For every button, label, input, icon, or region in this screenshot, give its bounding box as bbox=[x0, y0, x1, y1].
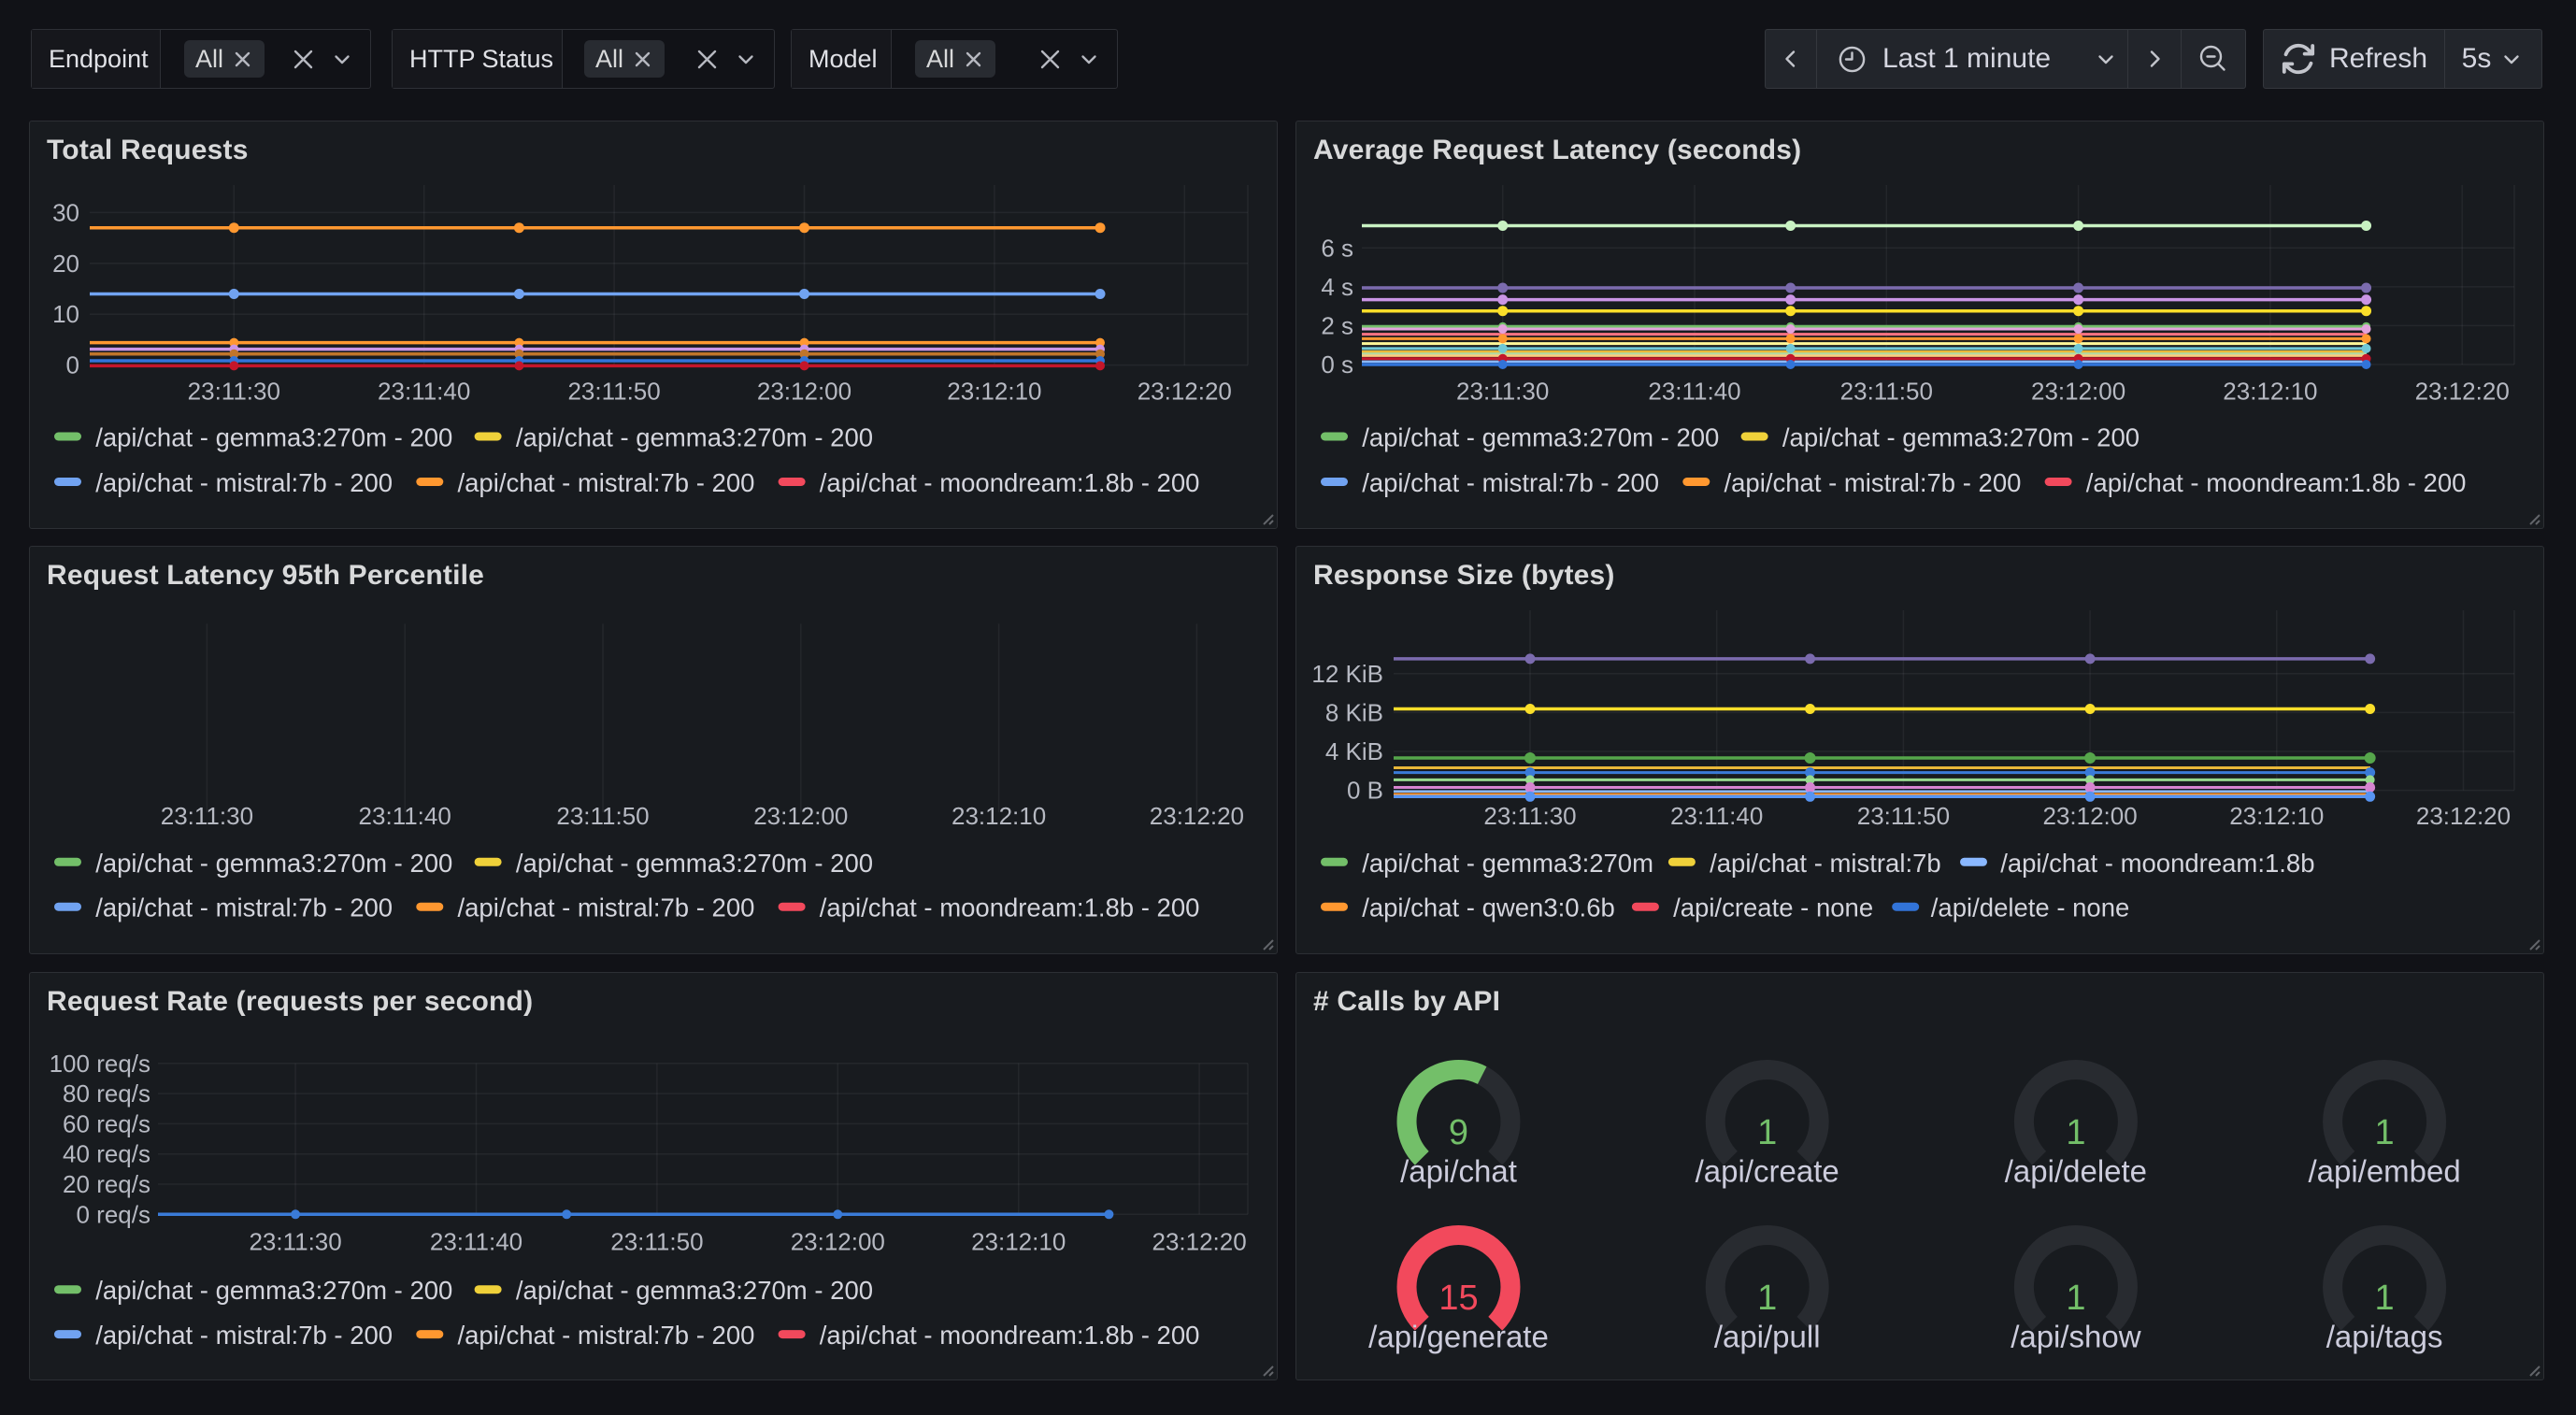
svg-text:23:11:50: 23:11:50 bbox=[567, 378, 660, 406]
svg-text:80 req/s: 80 req/s bbox=[63, 1079, 150, 1108]
svg-text:23:12:20: 23:12:20 bbox=[1138, 378, 1232, 406]
svg-text:1: 1 bbox=[2066, 1279, 2085, 1318]
svg-text:/api/chat - gemma3:270m - 200: /api/chat - gemma3:270m - 200 bbox=[95, 423, 452, 452]
svg-text:1: 1 bbox=[2375, 1279, 2395, 1318]
svg-text:23:11:40: 23:11:40 bbox=[430, 1228, 522, 1256]
svg-text:23:11:50: 23:11:50 bbox=[1857, 802, 1950, 830]
svg-text:/api/chat - gemma3:270m - 200: /api/chat - gemma3:270m - 200 bbox=[1362, 423, 1719, 452]
svg-text:/api/chat - gemma3:270m - 200: /api/chat - gemma3:270m - 200 bbox=[95, 1276, 452, 1305]
svg-text:23:12:00: 23:12:00 bbox=[757, 378, 852, 406]
svg-text:1: 1 bbox=[2066, 1113, 2085, 1152]
svg-text:23:12:00: 23:12:00 bbox=[753, 802, 848, 830]
svg-text:/api/chat - gemma3:270m - 200: /api/chat - gemma3:270m - 200 bbox=[516, 1276, 873, 1305]
svg-text:6 s: 6 s bbox=[1321, 234, 1353, 262]
svg-text:/api/chat - mistral:7b - 200: /api/chat - mistral:7b - 200 bbox=[458, 893, 755, 922]
svg-text:/api/chat - gemma3:270m - 200: /api/chat - gemma3:270m - 200 bbox=[516, 423, 873, 452]
svg-text:1: 1 bbox=[1757, 1279, 1777, 1318]
svg-text:1: 1 bbox=[1757, 1113, 1777, 1152]
svg-text:23:11:30: 23:11:30 bbox=[1483, 802, 1576, 830]
svg-text:/api/chat - moondream:1.8b - 2: /api/chat - moondream:1.8b - 200 bbox=[820, 893, 1200, 922]
svg-text:23:11:40: 23:11:40 bbox=[1648, 378, 1740, 406]
svg-text:8 KiB: 8 KiB bbox=[1325, 698, 1383, 726]
svg-text:15: 15 bbox=[1438, 1279, 1478, 1318]
svg-text:23:12:10: 23:12:10 bbox=[2223, 378, 2317, 406]
svg-text:/api/create: /api/create bbox=[1696, 1154, 1839, 1189]
svg-text:/api/chat - mistral:7b - 200: /api/chat - mistral:7b - 200 bbox=[1362, 468, 1659, 497]
svg-text:/api/chat - moondream:1.8b - 2: /api/chat - moondream:1.8b - 200 bbox=[820, 468, 1200, 497]
svg-text:23:12:10: 23:12:10 bbox=[2229, 802, 2324, 830]
svg-text:23:12:20: 23:12:20 bbox=[2416, 802, 2511, 830]
svg-text:20 req/s: 20 req/s bbox=[63, 1170, 150, 1198]
svg-text:23:12:10: 23:12:10 bbox=[947, 378, 1041, 406]
svg-text:/api/embed: /api/embed bbox=[2308, 1154, 2460, 1189]
svg-text:/api/chat - mistral:7b - 200: /api/chat - mistral:7b - 200 bbox=[95, 1321, 393, 1350]
svg-text:/api/chat - mistral:7b: /api/chat - mistral:7b bbox=[1710, 849, 1941, 878]
svg-text:23:11:50: 23:11:50 bbox=[610, 1228, 703, 1256]
svg-text:23:12:10: 23:12:10 bbox=[952, 802, 1046, 830]
svg-text:0 req/s: 0 req/s bbox=[77, 1200, 151, 1228]
svg-text:/api/chat - mistral:7b - 200: /api/chat - mistral:7b - 200 bbox=[1724, 468, 2022, 497]
svg-text:23:12:00: 23:12:00 bbox=[2042, 802, 2137, 830]
svg-text:23:12:10: 23:12:10 bbox=[971, 1228, 1066, 1256]
svg-text:23:11:40: 23:11:40 bbox=[378, 378, 470, 406]
svg-text:/api/delete: /api/delete bbox=[2005, 1154, 2147, 1189]
svg-text:/api/chat - mistral:7b - 200: /api/chat - mistral:7b - 200 bbox=[95, 468, 393, 497]
svg-text:/api/tags: /api/tags bbox=[2326, 1320, 2443, 1354]
svg-text:12 KiB: 12 KiB bbox=[1311, 660, 1383, 688]
svg-text:20: 20 bbox=[52, 250, 79, 278]
svg-text:/api/chat - qwen3:0.6b: /api/chat - qwen3:0.6b bbox=[1362, 893, 1615, 922]
svg-text:23:11:30: 23:11:30 bbox=[1456, 378, 1549, 406]
svg-text:23:11:40: 23:11:40 bbox=[359, 802, 451, 830]
svg-text:23:11:50: 23:11:50 bbox=[1840, 378, 1933, 406]
svg-text:4 s: 4 s bbox=[1321, 273, 1353, 301]
svg-text:/api/chat - gemma3:270m - 200: /api/chat - gemma3:270m - 200 bbox=[1782, 423, 2140, 452]
svg-text:23:11:50: 23:11:50 bbox=[556, 802, 649, 830]
svg-text:0: 0 bbox=[66, 351, 79, 379]
svg-text:/api/show: /api/show bbox=[2011, 1320, 2141, 1354]
svg-text:23:12:00: 23:12:00 bbox=[2031, 378, 2125, 406]
svg-text:/api/chat - mistral:7b - 200: /api/chat - mistral:7b - 200 bbox=[458, 468, 755, 497]
svg-text:/api/chat - mistral:7b - 200: /api/chat - mistral:7b - 200 bbox=[458, 1321, 755, 1350]
svg-text:23:12:20: 23:12:20 bbox=[1150, 802, 1244, 830]
svg-text:30: 30 bbox=[52, 198, 79, 226]
svg-text:10: 10 bbox=[52, 300, 79, 328]
svg-text:23:12:20: 23:12:20 bbox=[1152, 1228, 1246, 1256]
svg-text:40 req/s: 40 req/s bbox=[63, 1140, 150, 1168]
svg-text:/api/chat - moondream:1.8b: /api/chat - moondream:1.8b bbox=[2000, 849, 2314, 878]
svg-text:100 req/s: 100 req/s bbox=[50, 1050, 150, 1078]
svg-text:23:12:20: 23:12:20 bbox=[2415, 378, 2510, 406]
svg-text:/api/pull: /api/pull bbox=[1714, 1320, 1821, 1354]
svg-text:23:12:00: 23:12:00 bbox=[791, 1228, 885, 1256]
svg-text:23:11:30: 23:11:30 bbox=[161, 802, 253, 830]
svg-text:23:11:40: 23:11:40 bbox=[1670, 802, 1763, 830]
svg-text:1: 1 bbox=[2375, 1113, 2395, 1152]
svg-text:9: 9 bbox=[1449, 1113, 1468, 1152]
svg-text:0 s: 0 s bbox=[1321, 350, 1353, 379]
svg-text:/api/generate: /api/generate bbox=[1368, 1320, 1549, 1354]
svg-text:0 B: 0 B bbox=[1347, 777, 1383, 805]
svg-text:/api/chat - gemma3:270m - 200: /api/chat - gemma3:270m - 200 bbox=[516, 849, 873, 878]
svg-text:/api/chat - moondream:1.8b - 2: /api/chat - moondream:1.8b - 200 bbox=[820, 1321, 1200, 1350]
svg-text:/api/delete - none: /api/delete - none bbox=[1931, 893, 2130, 922]
svg-text:60 req/s: 60 req/s bbox=[63, 1109, 150, 1137]
svg-text:/api/chat - gemma3:270m: /api/chat - gemma3:270m bbox=[1362, 849, 1653, 878]
svg-text:/api/create - none: /api/create - none bbox=[1673, 893, 1873, 922]
svg-text:23:11:30: 23:11:30 bbox=[188, 378, 280, 406]
svg-text:/api/chat: /api/chat bbox=[1400, 1154, 1517, 1189]
svg-text:/api/chat - mistral:7b - 200: /api/chat - mistral:7b - 200 bbox=[95, 893, 393, 922]
svg-text:23:11:30: 23:11:30 bbox=[249, 1228, 341, 1256]
svg-text:4 KiB: 4 KiB bbox=[1325, 737, 1383, 765]
svg-text:/api/chat - moondream:1.8b - 2: /api/chat - moondream:1.8b - 200 bbox=[2086, 468, 2467, 497]
svg-text:2 s: 2 s bbox=[1321, 311, 1353, 339]
svg-text:/api/chat - gemma3:270m - 200: /api/chat - gemma3:270m - 200 bbox=[95, 849, 452, 878]
